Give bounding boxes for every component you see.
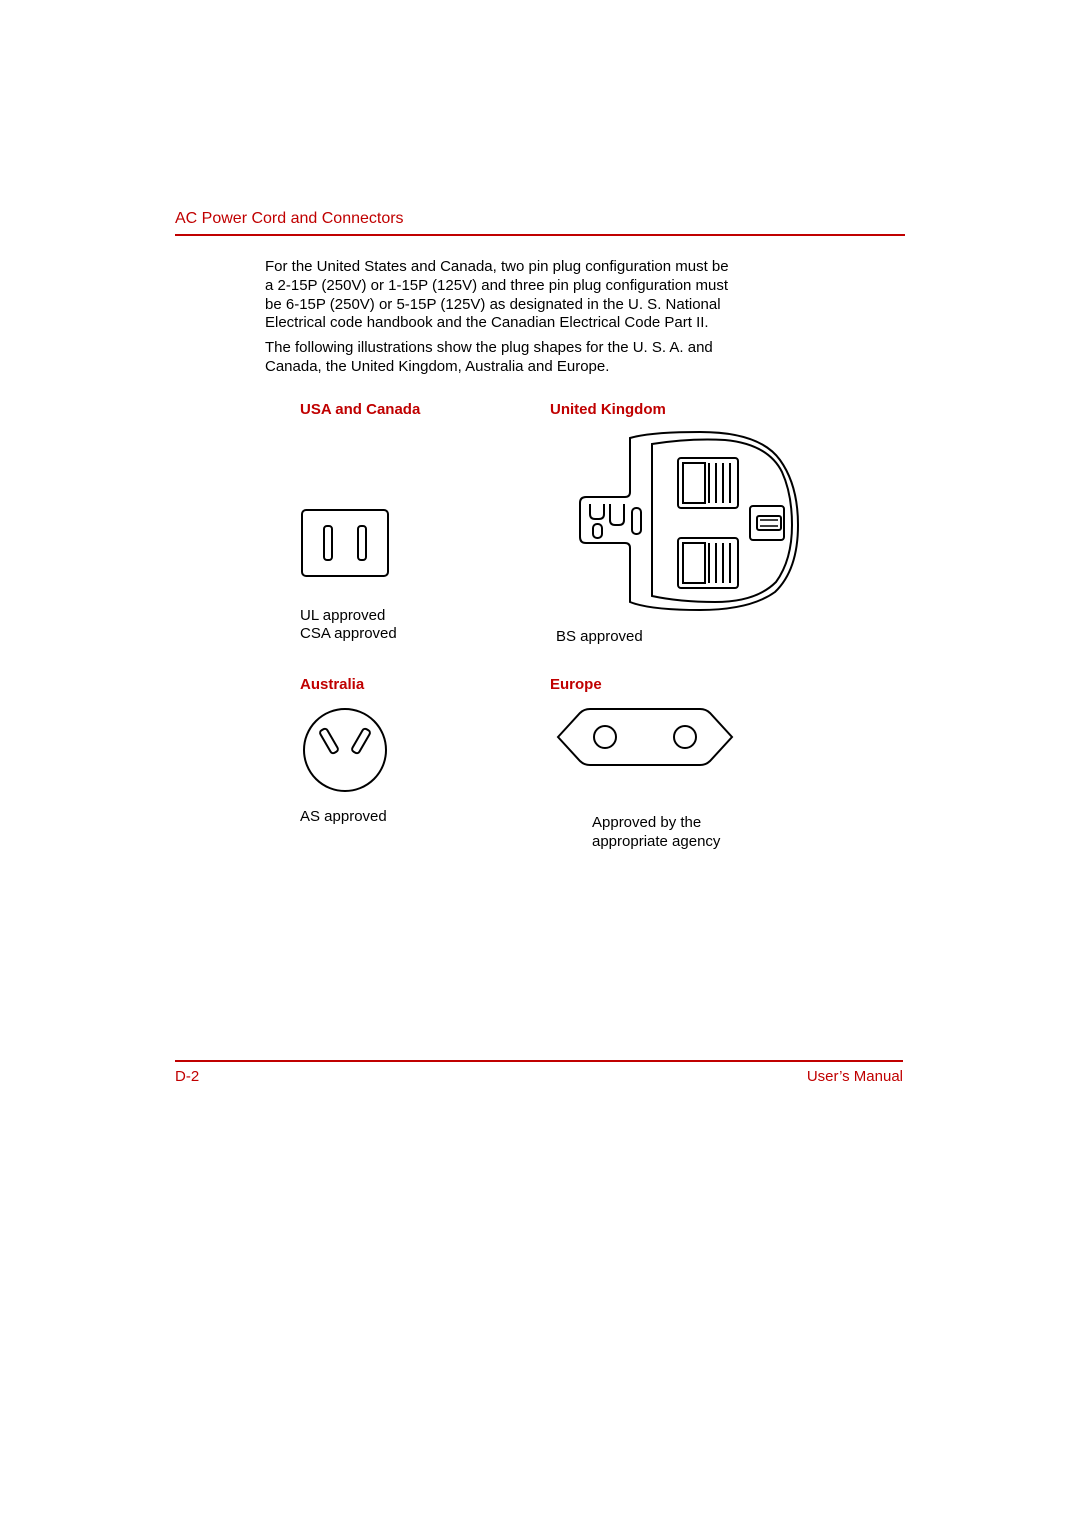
- plug-cell-usa: USA and Canada UL approved CSA approved: [300, 401, 550, 647]
- page-header-title: AC Power Cord and Connectors: [175, 210, 905, 228]
- footer-rule: [175, 1060, 903, 1062]
- paragraph-2: The following illustrations show the plu…: [265, 339, 735, 377]
- body-block: For the United States and Canada, two pi…: [265, 258, 735, 377]
- plug-title-au: Australia: [300, 676, 550, 693]
- plug-caption-eu: Approved by the appropriate agency: [592, 814, 840, 852]
- plug-caption-au: AS approved: [300, 808, 550, 827]
- plug-grid: USA and Canada UL approved CSA approved …: [300, 401, 905, 852]
- plug-diagram-eu: [550, 705, 840, 774]
- plug-cell-eu: Europe Approved by the appropriate agenc…: [550, 676, 840, 852]
- plug-diagram-uk: [550, 430, 840, 620]
- plug-caption-eu-line1: Approved by the: [592, 814, 701, 831]
- plug-caption-eu-line2: appropriate agency: [592, 833, 720, 850]
- plug-cell-au: Australia AS approved: [300, 676, 550, 852]
- plug-caption-usa-line1: UL approved: [300, 607, 385, 624]
- header-rule: [175, 234, 905, 236]
- page-footer: D-2 User’s Manual: [175, 1060, 903, 1085]
- footer-page-number: D-2: [175, 1068, 199, 1085]
- plug-diagram-usa: [300, 508, 550, 583]
- paragraph-1: For the United States and Canada, two pi…: [265, 258, 735, 333]
- plug-title-eu: Europe: [550, 676, 840, 693]
- document-page: AC Power Cord and Connectors For the Uni…: [0, 0, 1080, 1528]
- plug-caption-usa: UL approved CSA approved: [300, 607, 550, 645]
- footer-row: D-2 User’s Manual: [175, 1068, 903, 1085]
- plug-caption-uk: BS approved: [556, 628, 840, 647]
- footer-manual-label: User’s Manual: [807, 1068, 903, 1085]
- plug-title-usa: USA and Canada: [300, 401, 550, 418]
- plug-title-uk: United Kingdom: [550, 401, 840, 418]
- plug-caption-usa-line2: CSA approved: [300, 625, 397, 642]
- plug-cell-uk: United Kingdom: [550, 401, 840, 647]
- plug-diagram-au: [300, 705, 550, 800]
